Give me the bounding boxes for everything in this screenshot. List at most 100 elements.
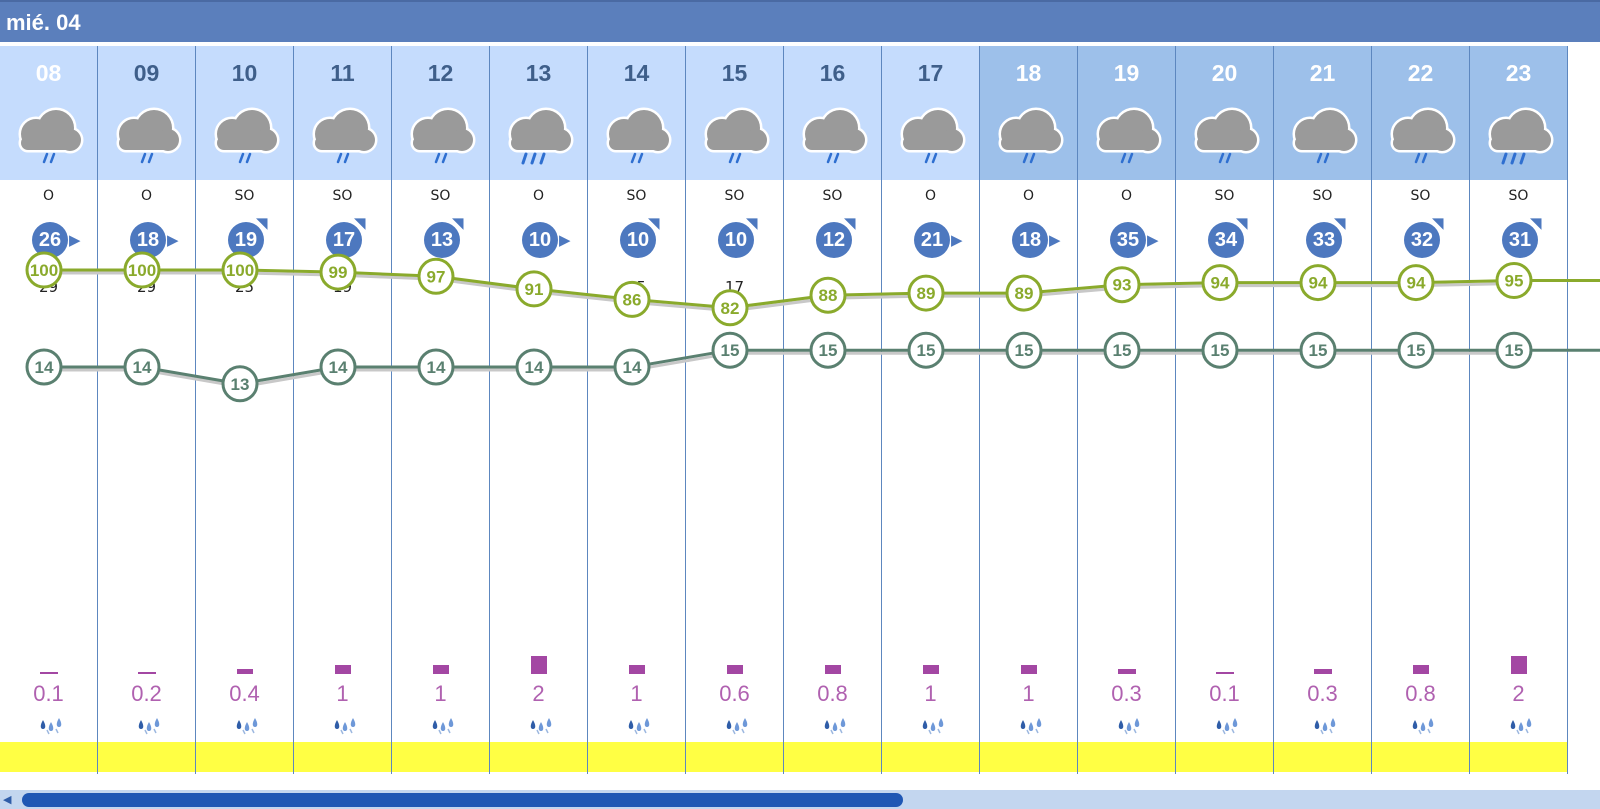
- humidity-point: [515, 270, 553, 308]
- humidity-point: [1103, 266, 1141, 304]
- temperature-label: 14: [623, 358, 642, 377]
- hour-label: 13: [525, 60, 552, 86]
- precipitation-value: 2: [1512, 681, 1525, 706]
- precipitation-value: 2: [532, 681, 545, 706]
- humidity-point: [711, 289, 749, 327]
- humidity-point: [319, 253, 357, 291]
- humidity-label: 93: [1113, 276, 1132, 295]
- humidity-point: [1299, 264, 1337, 302]
- wind-arrow-right-icon: ▶: [559, 231, 571, 249]
- temperature-point: [613, 348, 651, 386]
- humidity-point: [25, 251, 63, 289]
- wind-direction: SO: [1312, 188, 1333, 204]
- wind-speed-badge: 26: [32, 222, 68, 258]
- wind-direction: O: [532, 188, 545, 204]
- humidity-label: 95: [1505, 272, 1524, 291]
- temperature-point: [417, 348, 455, 386]
- scrollbar-thumb[interactable]: [22, 793, 903, 807]
- wind-direction: O: [924, 188, 937, 204]
- yellow-band-cell: [686, 742, 783, 772]
- hour-label: 09: [133, 60, 160, 86]
- wind-direction: SO: [430, 188, 451, 204]
- rain-drops-icon: [821, 714, 849, 736]
- rain-cloud-icon: [1384, 106, 1460, 166]
- hour-label: 10: [231, 60, 258, 86]
- wind-direction: SO: [724, 188, 745, 204]
- wind-arrow-right-icon: ▶: [951, 231, 963, 249]
- rain-drops-icon: [429, 714, 457, 736]
- wind-speed-badge: 10: [522, 222, 558, 258]
- humidity-line-shadow: [45, 271, 1516, 313]
- humidity-label: 100: [226, 261, 254, 280]
- day-header-bar: mié. 04: [0, 0, 1600, 42]
- hour-column: 15 SO 10 ◥ 17 0.6: [686, 46, 784, 774]
- humidity-label: 82: [721, 299, 740, 318]
- temperature-label: 13: [231, 375, 250, 394]
- yellow-band-cell: [1274, 742, 1371, 772]
- wind-speed-badge: 34: [1208, 222, 1244, 258]
- temperature-label: 15: [1407, 341, 1426, 360]
- yellow-band-cell: [196, 742, 293, 772]
- humidity-label: 94: [1211, 274, 1230, 293]
- humidity-point: [417, 257, 455, 295]
- rain-drops-icon: [625, 714, 653, 736]
- wind-direction: SO: [1508, 188, 1529, 204]
- yellow-band-cell: [1078, 742, 1175, 772]
- temperature-line-shadow: [45, 351, 1515, 389]
- precipitation-bar: [825, 665, 841, 674]
- humidity-temperature-graph: 100 100 100 99 97 91 86 82 88 89 89 93 94 94 94 95 14 14 1…: [25, 251, 1600, 403]
- wind-arrow-northeast-icon: ◥: [648, 214, 660, 232]
- humidity-label: 89: [1015, 284, 1034, 303]
- wind-arrow-right-icon: ▶: [1147, 231, 1159, 249]
- wind-direction: O: [140, 188, 153, 204]
- temperature-point: [515, 348, 553, 386]
- rain-cloud-icon: [992, 106, 1068, 166]
- rain-drops-icon: [331, 714, 359, 736]
- wind-speed-badge: 21: [914, 222, 950, 258]
- precipitation-bar: [1413, 665, 1429, 674]
- temperature-point: [1103, 331, 1141, 369]
- wind-speed-badge: 17: [326, 222, 362, 258]
- precipitation-bar: [727, 665, 743, 674]
- humidity-label: 89: [917, 284, 936, 303]
- precipitation-bar: [1021, 665, 1037, 674]
- yellow-band-cell: [588, 742, 685, 772]
- precipitation-bar: [138, 672, 156, 674]
- hour-label: 16: [819, 60, 846, 86]
- wind-arrow-northeast-icon: ◥: [1530, 214, 1542, 232]
- temperature-point: [1495, 331, 1533, 369]
- rain-cloud-icon: [306, 106, 382, 166]
- hour-label: 21: [1309, 60, 1336, 86]
- wind-arrow-right-icon: ▶: [69, 231, 81, 249]
- rain-cloud-icon: [796, 106, 872, 166]
- precipitation-bar: [629, 665, 645, 674]
- precipitation-bar: [923, 665, 939, 674]
- hour-label: 11: [330, 60, 355, 86]
- precipitation-value: 0.8: [817, 681, 848, 706]
- precipitation-value: 0.1: [1209, 681, 1240, 706]
- temperature-label: 14: [133, 358, 152, 377]
- rain-drops-icon: [233, 714, 261, 736]
- wind-speed-badge: 10: [718, 222, 754, 258]
- wind-arrow-northeast-icon: ◥: [354, 214, 366, 232]
- scroll-left-arrow-icon[interactable]: ◀: [3, 793, 12, 806]
- rain-drops-icon: [1017, 714, 1045, 736]
- humidity-point: [1397, 264, 1435, 302]
- rain-drops-icon: [919, 714, 947, 736]
- humidity-label: 86: [623, 290, 642, 309]
- humidity-label: 91: [525, 280, 544, 299]
- yellow-band-cell: [784, 742, 881, 772]
- wind-speed-badge: 31: [1502, 222, 1538, 258]
- precipitation-bar: [40, 672, 58, 674]
- temperature-point: [809, 331, 847, 369]
- precipitation-value: 1: [1022, 681, 1035, 706]
- heavy-rain-cloud-icon: [502, 106, 578, 166]
- yellow-band-cell: [882, 742, 979, 772]
- rain-cloud-icon: [208, 106, 284, 166]
